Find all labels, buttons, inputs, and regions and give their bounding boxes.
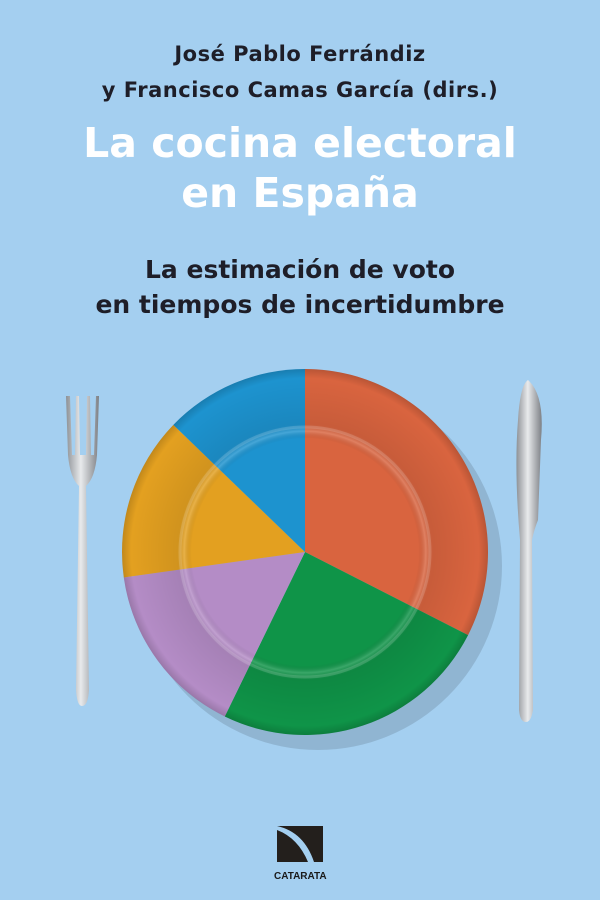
catarata-logo-icon bbox=[277, 826, 323, 862]
plate-rim bbox=[122, 369, 488, 735]
title-line-2: en España bbox=[181, 169, 419, 217]
authors: José Pablo Ferrándiz y Francisco Camas G… bbox=[0, 36, 600, 108]
title-line-1: La cocina electoral bbox=[83, 119, 517, 167]
plate-well bbox=[178, 425, 432, 679]
author-line-2: y Francisco Camas García (dirs.) bbox=[101, 78, 499, 102]
author-line-1: José Pablo Ferrándiz bbox=[174, 42, 426, 66]
subtitle-line-1: La estimación de voto bbox=[145, 255, 455, 284]
book-subtitle: La estimación de voto en tiempos de ince… bbox=[0, 252, 600, 322]
publisher-name: CATARATA bbox=[274, 871, 327, 882]
publisher-logo: CATARATA bbox=[274, 824, 327, 882]
knife-icon bbox=[516, 380, 542, 722]
subtitle-line-2: en tiempos de incertidumbre bbox=[95, 290, 505, 319]
fork-icon bbox=[66, 396, 99, 706]
book-title: La cocina electoral en España bbox=[0, 118, 600, 218]
